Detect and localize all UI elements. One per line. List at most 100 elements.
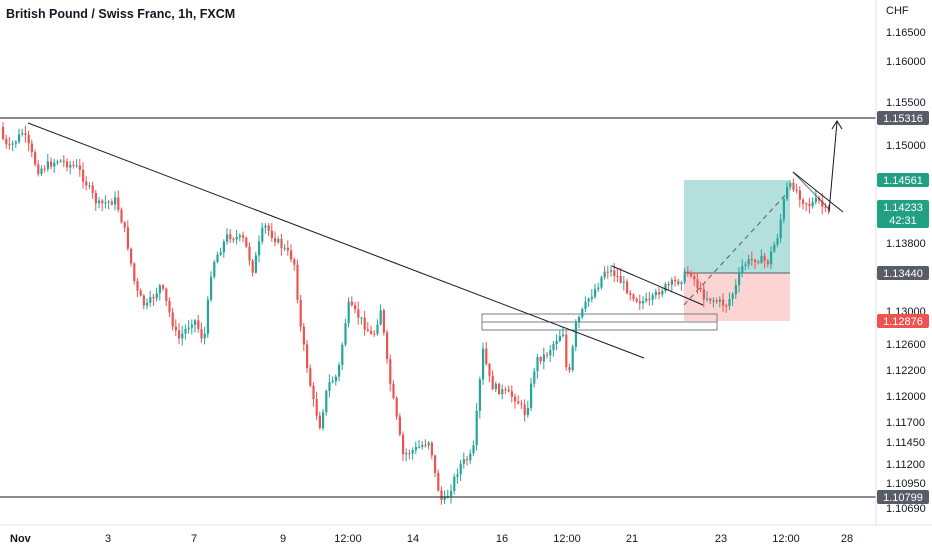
loss-zone[interactable] — [684, 273, 790, 321]
candle-body — [402, 434, 405, 455]
price-badge-label: 1.13440 — [883, 268, 923, 280]
time-axis[interactable]: Nov 3 7 9 12:00 14 16 12:00 21 23 12:00 28 — [0, 524, 932, 545]
candle-body — [11, 143, 14, 145]
candle-body — [347, 301, 350, 324]
candle-body — [104, 202, 107, 204]
price-badge[interactable] — [877, 200, 929, 228]
trend-drawings[interactable] — [0, 117, 876, 498]
candle-body — [290, 250, 293, 260]
price-badge[interactable] — [877, 111, 929, 125]
candle-body — [786, 187, 789, 200]
candle-body — [523, 404, 526, 416]
price-badge-label: 1.14561 — [883, 175, 923, 187]
candle-body — [398, 416, 401, 435]
price-badge[interactable] — [877, 266, 929, 280]
descending-trendline[interactable] — [27, 122, 645, 359]
candle-body — [123, 222, 126, 228]
candle-body — [427, 442, 430, 446]
candle-body — [690, 272, 693, 277]
candle-body — [498, 383, 501, 394]
price-badge[interactable] — [877, 490, 929, 504]
candle-body — [555, 340, 558, 345]
candle-body — [702, 289, 705, 300]
candle-body — [85, 181, 88, 186]
candle-body — [645, 298, 648, 302]
flag-trendline[interactable] — [611, 265, 704, 306]
candle-body — [805, 203, 808, 205]
candle-body — [626, 281, 629, 294]
candle-body — [482, 348, 485, 380]
candle-body — [789, 182, 792, 188]
candle-body — [34, 152, 37, 165]
candle-body — [392, 383, 395, 399]
candle-body — [98, 200, 101, 204]
candle-body — [88, 185, 91, 187]
candle-body — [526, 407, 529, 416]
candle-body — [27, 134, 30, 144]
candle-body — [82, 169, 85, 182]
candle-body — [187, 327, 190, 329]
candle-body — [731, 294, 734, 300]
candle-body — [434, 455, 437, 473]
pennant-trendline[interactable] — [792, 171, 844, 213]
y-tick-label: 1.15500 — [886, 97, 926, 109]
candle-body — [389, 359, 392, 384]
candle-body — [610, 270, 613, 272]
candle-body — [504, 389, 507, 391]
candle-body — [770, 251, 773, 265]
candle-body — [642, 301, 645, 304]
candle-body — [686, 271, 689, 273]
candle-body — [693, 276, 696, 280]
retest-zone-rect[interactable] — [481, 313, 718, 323]
position-dashed-line — [683, 191, 789, 306]
candle-body — [50, 161, 53, 167]
candle-body — [376, 324, 379, 334]
candle-body — [485, 348, 488, 365]
projection-arrow[interactable] — [828, 121, 838, 213]
candle-body — [357, 309, 360, 318]
candle-body — [798, 190, 801, 200]
candle-body — [40, 168, 43, 174]
pennant-trendline[interactable] — [792, 171, 831, 211]
candle-body — [466, 459, 469, 461]
candle-body — [517, 401, 520, 404]
candle-body — [366, 329, 369, 331]
candle-body — [59, 160, 62, 162]
candle-body — [725, 305, 728, 307]
price-axis[interactable]: 1.165001.160001.155001.150001.145001.138… — [875, 0, 929, 525]
candle-body — [558, 335, 561, 341]
countdown-label: 42:31 — [889, 215, 917, 227]
candle-body — [62, 160, 65, 162]
candle-body — [126, 227, 129, 249]
candle-body — [139, 290, 142, 296]
candle-body — [190, 324, 193, 328]
drawing-layer[interactable] — [481, 180, 790, 331]
candle-body — [606, 271, 609, 273]
candle-body — [536, 357, 539, 372]
candle-body — [30, 143, 33, 153]
candle-body — [197, 320, 200, 330]
candle-body — [533, 371, 536, 384]
candle-body — [648, 298, 651, 300]
candle-body — [453, 476, 456, 491]
price-badge-label: 1.14233 — [883, 202, 923, 214]
candle-body — [210, 276, 213, 300]
profit-zone[interactable] — [684, 180, 790, 273]
candle-body — [757, 262, 760, 264]
candle-body — [424, 445, 427, 447]
candle-body — [245, 237, 248, 247]
projection-arrowhead — [831, 120, 843, 130]
candle-body — [520, 403, 523, 405]
candle-body — [107, 201, 110, 203]
price-badge[interactable] — [877, 314, 929, 328]
candle-body — [130, 248, 133, 264]
price-badge[interactable] — [877, 173, 929, 187]
candle-body — [600, 277, 603, 288]
x-tick-label: 9 — [280, 533, 286, 545]
candle-body — [363, 317, 366, 330]
retest-zone-rect[interactable] — [481, 321, 718, 331]
candles — [2, 122, 830, 505]
candle-body — [587, 298, 590, 302]
candle-body — [750, 259, 753, 261]
